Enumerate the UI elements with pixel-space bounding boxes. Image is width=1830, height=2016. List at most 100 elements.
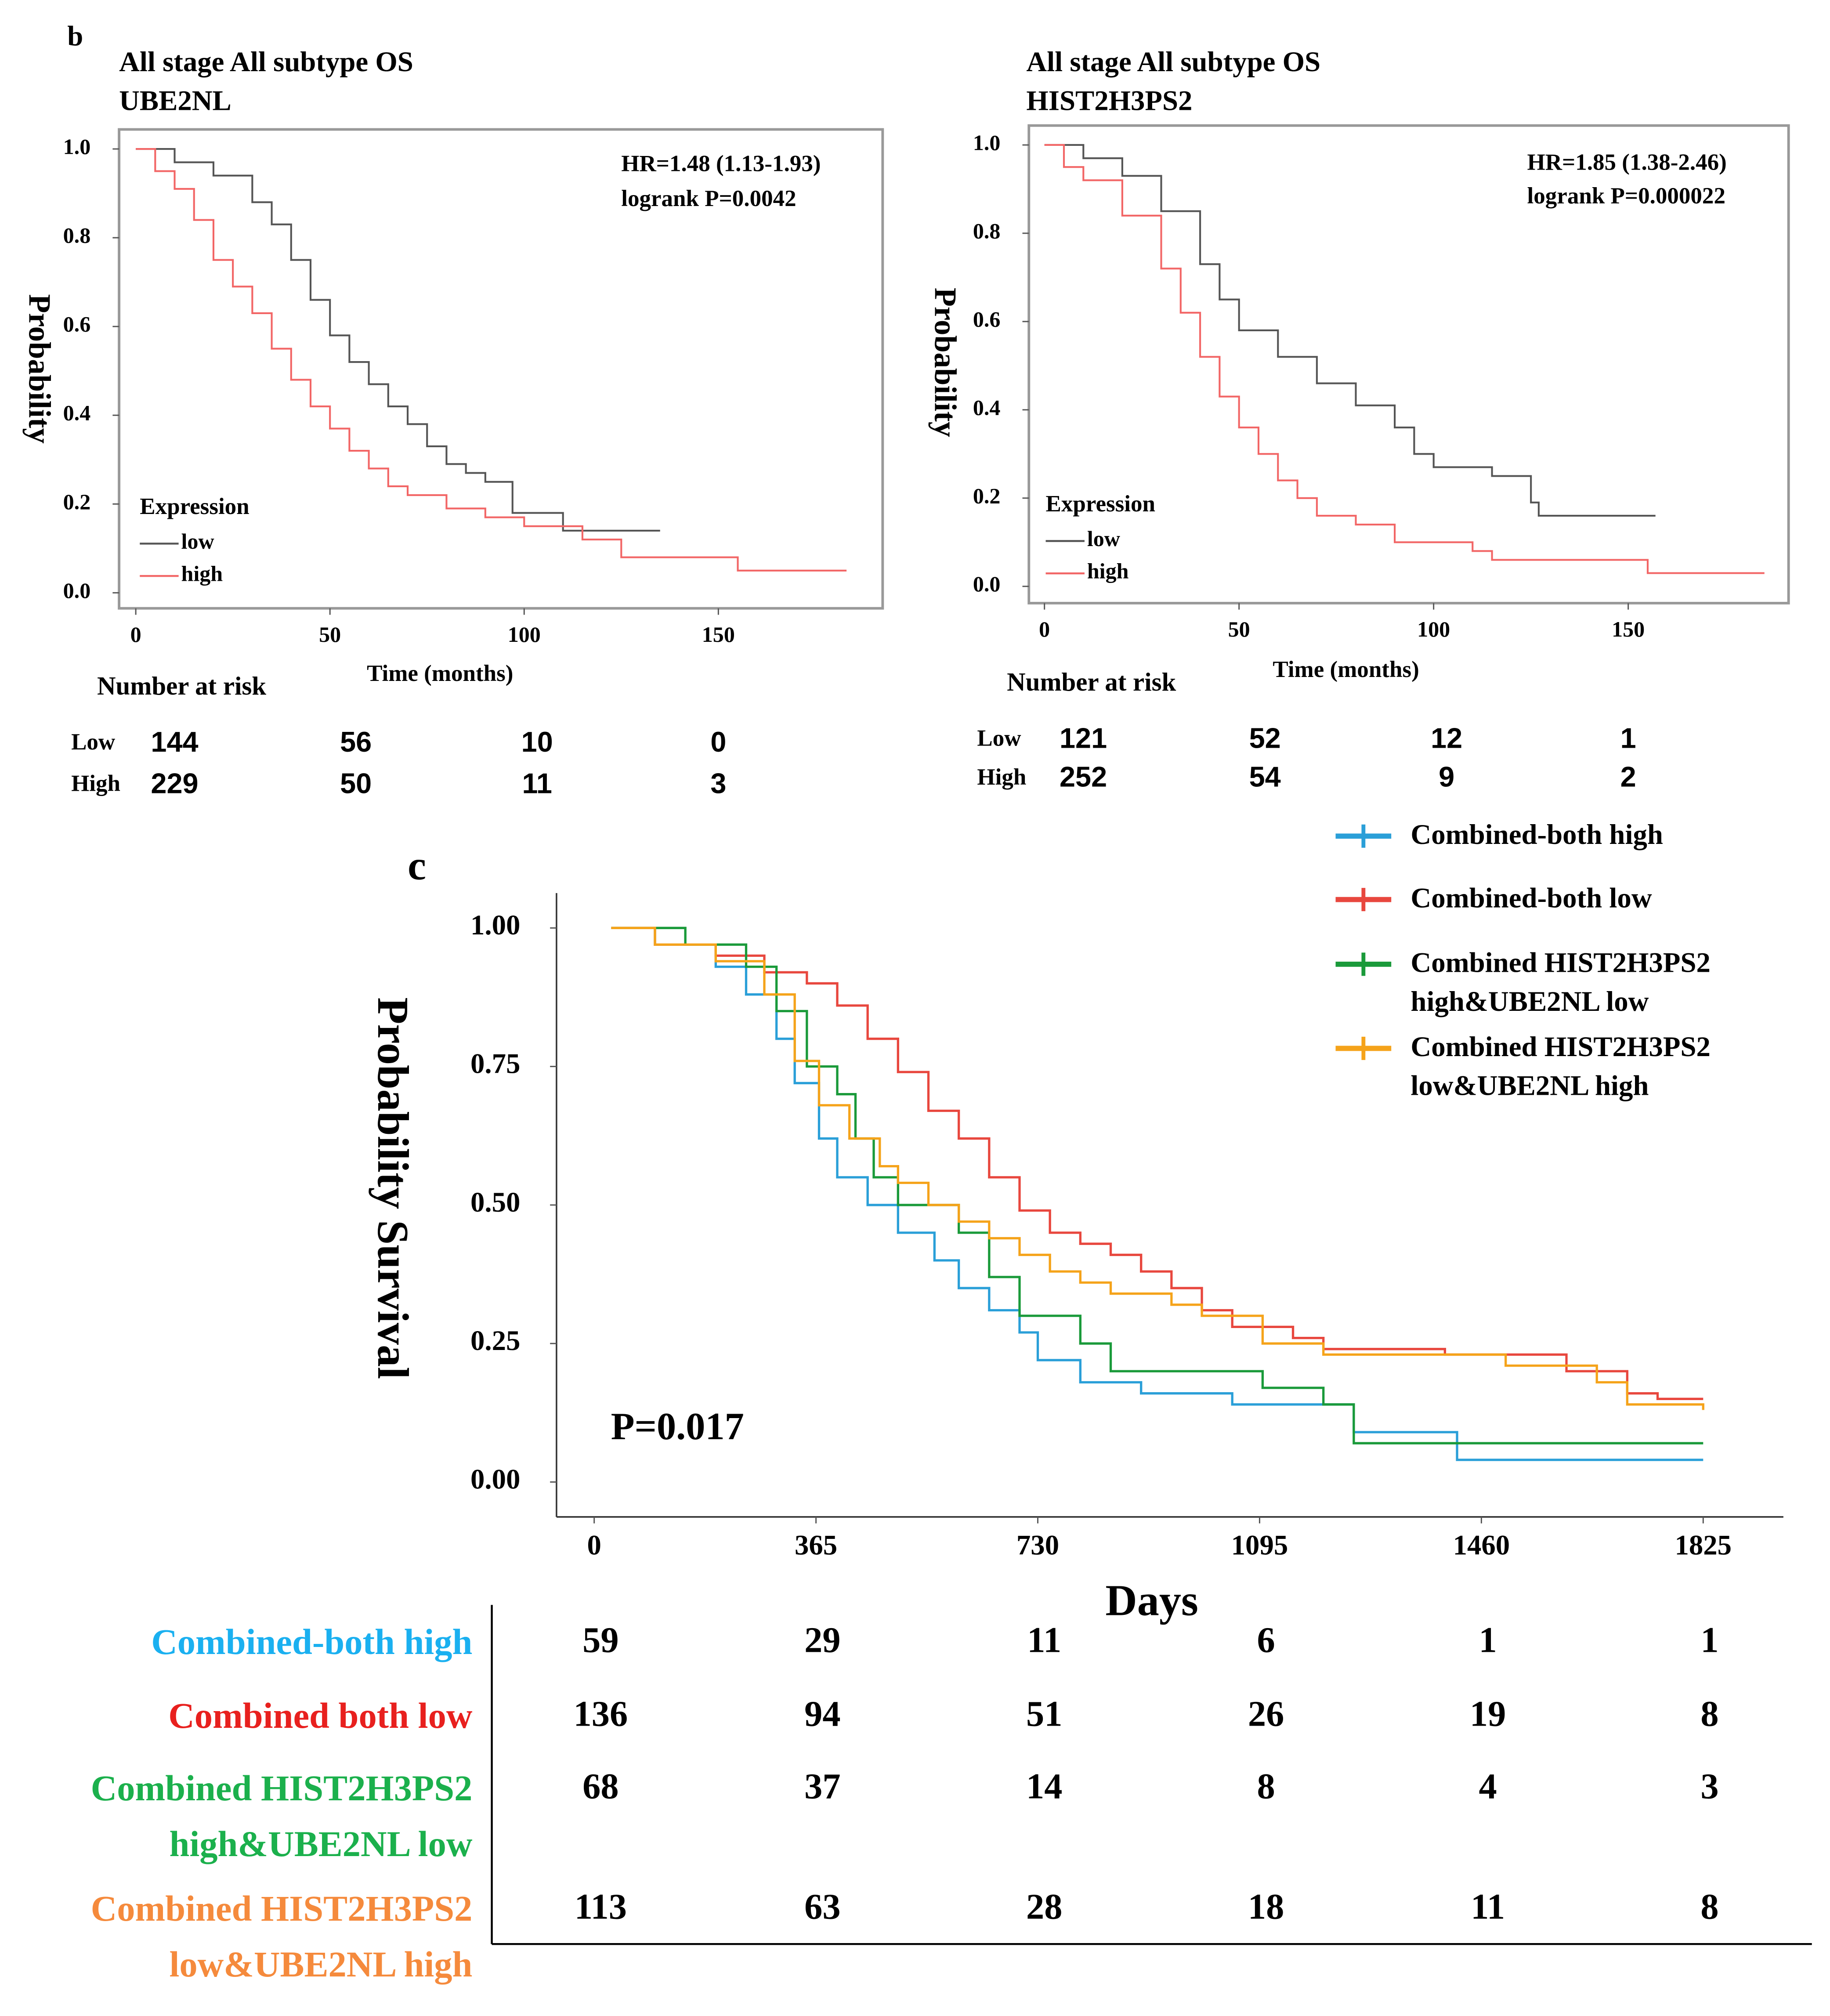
risk-count: 29	[804, 1620, 840, 1660]
risk-row-label: Low	[977, 725, 1021, 751]
risk-count: 18	[1248, 1886, 1284, 1927]
y-axis-label: Probability Survival	[369, 997, 417, 1379]
x-axis-label: Time (months)	[1273, 657, 1419, 682]
risk-row-label-box: Combined-both high	[151, 1623, 473, 1663]
chart-title: All stage All subtype OS	[119, 46, 413, 78]
risk-row-label-box: Combined HIST2H3PS2 high&UBE2NL low	[91, 1769, 473, 1865]
risk-count: 229	[151, 767, 198, 799]
risk-count: 144	[151, 726, 198, 758]
legend-label: high	[1087, 559, 1129, 583]
y-tick-label: 0.25	[470, 1325, 520, 1357]
risk-count: 37	[804, 1766, 840, 1806]
legend-label: low	[1087, 526, 1120, 551]
legend-label: low	[181, 529, 214, 554]
risk-count: 11	[1471, 1886, 1505, 1927]
risk-count: 26	[1248, 1694, 1284, 1734]
risk-count: 28	[1026, 1886, 1062, 1927]
risk-count: 54	[1249, 761, 1281, 793]
survival-curve	[1044, 144, 1765, 574]
y-tick-label: 0.6	[63, 312, 91, 337]
x-tick-label: 1095	[1231, 1530, 1288, 1561]
y-tick-label: 0.8	[63, 223, 91, 248]
risk-count: 3	[1700, 1766, 1718, 1806]
y-tick-label: 0.2	[973, 483, 1001, 508]
risk-table-title: Number at risk	[97, 671, 266, 700]
x-tick-label: 150	[702, 622, 735, 647]
x-tick-label: 1825	[1674, 1530, 1732, 1561]
risk-count: 8	[1700, 1694, 1718, 1734]
risk-count: 12	[1431, 722, 1462, 754]
legend-label: high	[181, 561, 223, 586]
y-tick-label: 0.0	[973, 572, 1001, 596]
annotation: logrank P=0.0042	[621, 186, 796, 211]
risk-count: 14	[1026, 1766, 1062, 1806]
risk-row-label-box: Combined HIST2H3PS2 low&UBE2NL high	[90, 1889, 473, 1986]
risk-count: 59	[582, 1620, 618, 1660]
risk-count: 8	[1257, 1766, 1275, 1806]
x-tick-label: 150	[1612, 617, 1645, 641]
plot-frame	[1027, 124, 1790, 604]
annotation: logrank P=0.000022	[1527, 183, 1725, 209]
risk-row-label: Combined-both high	[151, 1623, 473, 1663]
annotation: HR=1.85 (1.38-2.46)	[1527, 149, 1727, 175]
y-axis-label: Probability	[928, 288, 962, 437]
risk-count: 252	[1060, 761, 1107, 793]
legend-label: Combined HIST2H3PS2 high&UBE2NL low	[1410, 946, 1711, 1017]
risk-count: 19	[1470, 1694, 1506, 1734]
legend-title: Expression	[1046, 491, 1155, 517]
legend-label: Combined HIST2H3PS2 low&UBE2NL high	[1410, 1030, 1711, 1101]
x-tick-label: 50	[319, 622, 341, 647]
legend-label-box: Combined HIST2H3PS2 high&UBE2NL low	[1410, 946, 1711, 1017]
legend-label-box: Combined HIST2H3PS2 low&UBE2NL high	[1410, 1030, 1711, 1101]
annotation: HR=1.48 (1.13-1.93)	[621, 151, 821, 176]
risk-row-label-box: Combined both low	[168, 1697, 473, 1737]
panel-label: c	[408, 843, 426, 888]
legend-label: Combined-both high	[1410, 818, 1663, 851]
chart-subtitle: UBE2NL	[119, 85, 231, 117]
risk-count: 1	[1700, 1620, 1718, 1660]
legend-label: Combined-both low	[1410, 881, 1652, 914]
chart-title: All stage All subtype OS	[1026, 46, 1320, 78]
x-tick-label: 100	[508, 622, 541, 647]
survival-curve	[1044, 144, 1656, 517]
y-tick-label: 0.4	[63, 401, 91, 425]
legend-label-box: Combined-both high	[1410, 818, 1663, 851]
x-tick-label: 50	[1228, 617, 1250, 641]
x-axis-label: Days	[1105, 1576, 1198, 1625]
survival-curve	[136, 148, 847, 572]
risk-count: 50	[340, 767, 372, 799]
risk-row-label: Low	[71, 729, 115, 755]
x-tick-label: 0	[1039, 617, 1050, 641]
survival-curve	[611, 927, 1704, 1410]
y-tick-label: 0.8	[973, 218, 1001, 243]
y-tick-label: 0.50	[470, 1187, 520, 1218]
risk-count: 136	[574, 1694, 628, 1734]
risk-count: 56	[340, 726, 372, 758]
risk-row-label: Combined HIST2H3PS2 low&UBE2NL high	[90, 1889, 473, 1986]
annotation: P=0.017	[611, 1405, 744, 1448]
x-tick-label: 365	[795, 1530, 837, 1561]
chart-subtitle: HIST2H3PS2	[1026, 85, 1192, 117]
legend-title: Expression	[140, 494, 249, 519]
y-tick-label: 0.0	[63, 578, 91, 603]
x-tick-label: 0	[130, 622, 141, 647]
x-tick-label: 100	[1417, 617, 1450, 641]
risk-row-label: Combined both low	[168, 1697, 473, 1737]
y-tick-label: 0.75	[470, 1048, 520, 1079]
risk-count: 51	[1026, 1694, 1062, 1734]
risk-count: 113	[575, 1886, 627, 1927]
risk-table-title: Number at risk	[1007, 667, 1176, 696]
risk-count: 0	[710, 726, 726, 758]
x-tick-label: 1460	[1453, 1530, 1510, 1561]
legend-label-box: Combined-both low	[1410, 881, 1652, 914]
risk-count: 63	[804, 1886, 840, 1927]
y-tick-label: 0.6	[973, 307, 1001, 331]
risk-count: 121	[1060, 722, 1107, 754]
risk-count: 11	[1027, 1620, 1061, 1660]
risk-count: 52	[1249, 722, 1281, 754]
y-axis-label: Probability	[22, 294, 56, 443]
y-tick-label: 1.0	[63, 134, 91, 159]
risk-count: 68	[582, 1766, 618, 1806]
